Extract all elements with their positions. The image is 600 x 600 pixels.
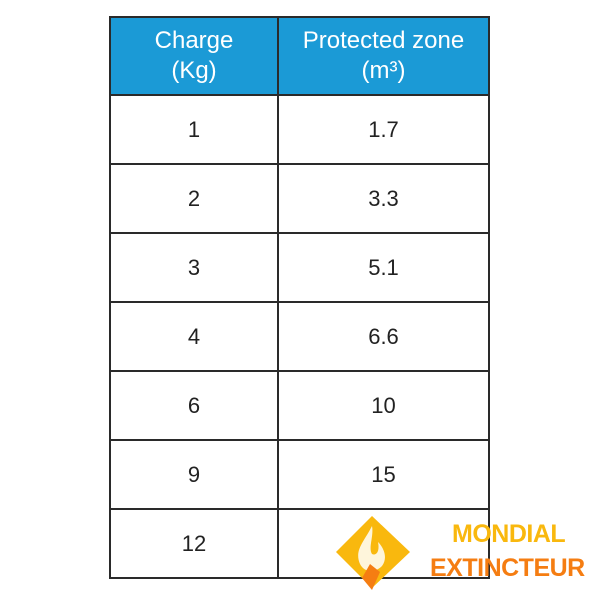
mondial-extincteur-logo: MONDIAL EXTINCTEUR [334, 514, 600, 594]
table-row: 6 10 [109, 370, 490, 441]
logo-line2: EXTINCTEUR [430, 554, 585, 582]
charge-cell: 3 [109, 232, 279, 303]
header-text: Charge [154, 27, 234, 54]
charge-table: Charge (Kg) Protected zone (m³) 1 1.7 2 3.3 3 5… [109, 16, 490, 579]
protected-zone-cell: 15 [277, 439, 490, 510]
header-text: Protected zone [302, 27, 465, 54]
header-row: Charge (Kg) Protected zone (m³) [109, 16, 490, 96]
header-unit: (Kg) [171, 57, 217, 84]
charge-cell: 12 [109, 508, 279, 579]
table-row: 1 1.7 [109, 94, 490, 165]
protected-zone-cell: 5.1 [277, 232, 490, 303]
charge-cell: 6 [109, 370, 279, 441]
charge-cell: 9 [109, 439, 279, 510]
charge-cell: 2 [109, 163, 279, 234]
protected-zone-cell: 10 [277, 370, 490, 441]
header-charge: Charge (Kg) [109, 16, 279, 96]
table-row: 4 6.6 [109, 301, 490, 372]
flame-diamond-icon [336, 516, 410, 590]
logo-line1: MONDIAL [452, 520, 566, 548]
header-protected-zone: Protected zone (m³) [277, 16, 490, 96]
charge-cell: 4 [109, 301, 279, 372]
charge-cell: 1 [109, 94, 279, 165]
protected-zone-cell: 6.6 [277, 301, 490, 372]
header-unit: (m³) [361, 57, 406, 84]
table-row: 9 15 [109, 439, 490, 510]
table-row: 2 3.3 [109, 163, 490, 234]
protected-zone-cell: 1.7 [277, 94, 490, 165]
table-row: 3 5.1 [109, 232, 490, 303]
protected-zone-cell: 3.3 [277, 163, 490, 234]
